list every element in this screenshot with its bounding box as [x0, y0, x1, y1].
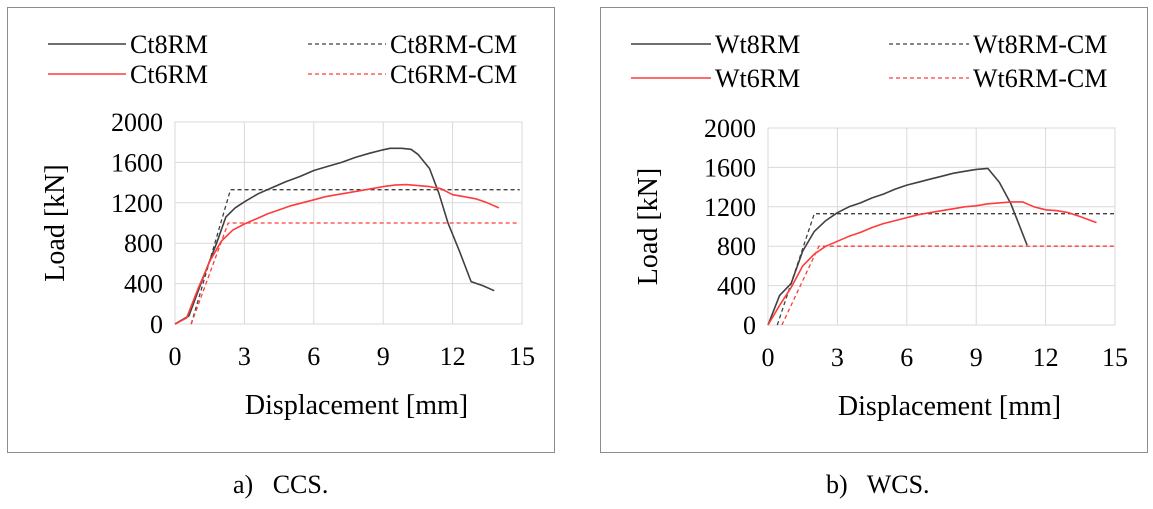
x-tick-label: 0 — [762, 343, 775, 372]
series-line-ct6rm-cm — [190, 222, 520, 325]
x-tick-label: 12 — [440, 342, 466, 371]
series-line-wt6rm — [767, 201, 1097, 326]
legend-label-ct8rm-cm: Ct8RM-CM — [390, 30, 517, 59]
x-tick-label: 3 — [831, 343, 844, 372]
y-tick-label: 2000 — [704, 114, 756, 143]
series-line-wt8rm-cm — [776, 213, 1115, 326]
y-tick-label: 800 — [717, 232, 756, 261]
x-tick-label: 6 — [900, 343, 913, 372]
legend-label-wt8rm-cm: Wt8RM-CM — [973, 30, 1107, 59]
y-tick-label: 2000 — [111, 108, 163, 137]
series-line-ct8rm-cm — [190, 189, 520, 325]
x-axis-label: Displacement [mm] — [838, 391, 1061, 422]
y-tick-label: 1600 — [111, 148, 163, 177]
series-line-wt6rm-cm — [781, 245, 1115, 326]
chart-panel-wcs: 0 3 6 9 12 15 0 400 800 1200 1600 2000 Displacement … — [600, 7, 1148, 453]
y-tick-label: 1200 — [111, 189, 163, 218]
y-tick-label: 1200 — [704, 193, 756, 222]
caption-ccs: a) CCS. — [233, 470, 329, 499]
legend-label-ct6rm: Ct6RM — [130, 60, 208, 89]
chart-ccs: 0 3 6 9 12 15 0 400 800 1200 1600 2000 Displacement … — [40, 30, 535, 421]
x-tick-label: 12 — [1033, 343, 1059, 372]
x-tick-label: 9 — [970, 343, 983, 372]
y-tick-label: 0 — [743, 311, 756, 340]
y-tick-label: 400 — [124, 270, 163, 299]
series-line-ct8rm — [174, 147, 495, 325]
x-tick-label: 3 — [238, 342, 251, 371]
y-axis-label: Load [kN] — [40, 164, 71, 281]
y-tick-label: 400 — [717, 272, 756, 301]
series-line-ct6rm — [174, 183, 500, 325]
x-tick-label: 6 — [307, 342, 320, 371]
y-tick-label: 800 — [124, 229, 163, 258]
legend-label-wt6rm: Wt6RM — [715, 64, 800, 93]
series-line-wt8rm — [767, 167, 1028, 326]
x-tick-label: 9 — [377, 342, 390, 371]
y-axis-label: Load [kN] — [633, 168, 664, 285]
legend-label-ct6rm-cm: Ct6RM-CM — [390, 60, 517, 89]
y-tick-label: 0 — [150, 310, 163, 339]
x-axis-label: Displacement [mm] — [245, 390, 468, 421]
legend-label-wt6rm-cm: Wt6RM-CM — [973, 64, 1107, 93]
caption-wcs: b) WCS. — [826, 470, 930, 499]
chart-panel-ccs: 0 3 6 9 12 15 0 400 800 1200 1600 2000 Displacement … — [7, 7, 555, 453]
y-tick-label: 1600 — [704, 153, 756, 182]
x-tick-label: 0 — [169, 342, 182, 371]
legend-label-wt8rm: Wt8RM — [715, 30, 800, 59]
x-tick-label: 15 — [1102, 343, 1128, 372]
legend-label-ct8rm: Ct8RM — [130, 30, 208, 59]
chart-wcs: 0 3 6 9 12 15 0 400 800 1200 1600 2000 Displacement … — [631, 30, 1128, 422]
x-tick-label: 15 — [509, 342, 535, 371]
